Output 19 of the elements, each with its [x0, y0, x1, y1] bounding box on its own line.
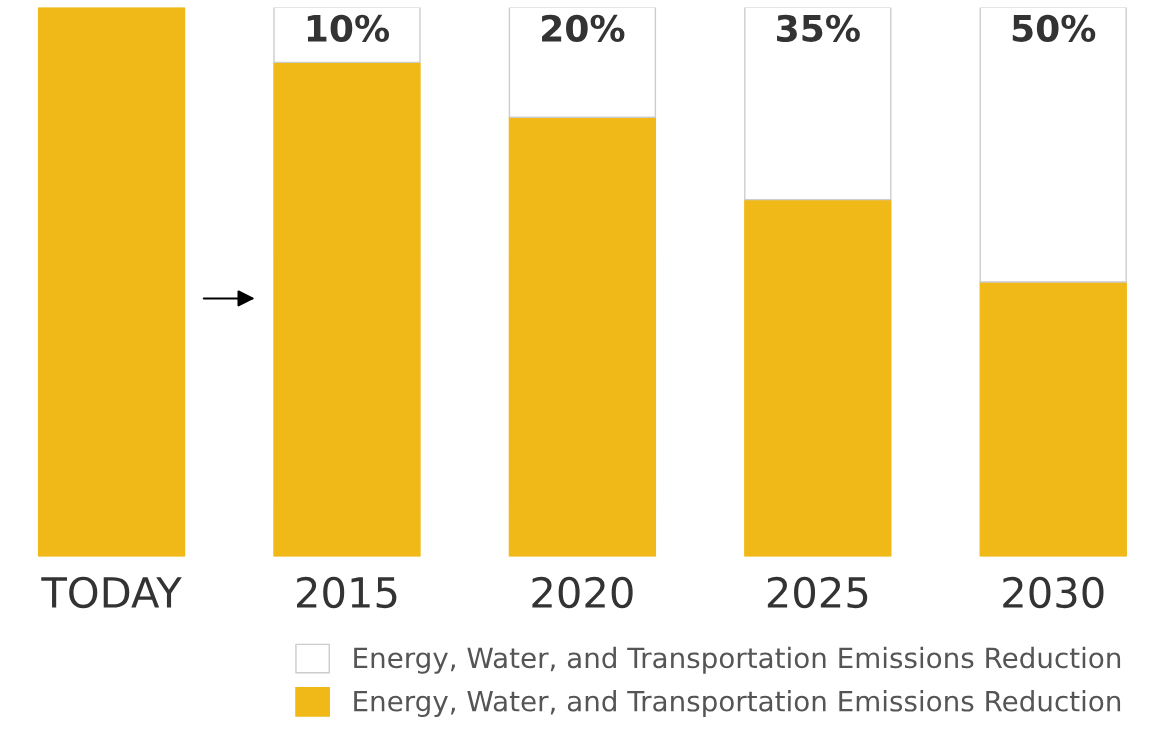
x-tick-label: 2015	[297, 576, 397, 609]
bar	[508, 116, 657, 557]
data-label: 20%	[542, 14, 625, 42]
x-tick-label: 2020	[532, 576, 633, 609]
x-tick-label: 2025	[767, 576, 868, 609]
bar	[508, 7, 657, 118]
bar	[979, 281, 1127, 557]
bar	[273, 61, 421, 557]
x-tick-label: TODAY	[41, 576, 182, 609]
bar	[744, 7, 892, 201]
data-label: 50%	[1012, 14, 1096, 42]
legend-label: Energy, Water, and Transportation Emissions Reduction	[354, 646, 1121, 674]
bar	[744, 198, 892, 557]
data-label: 35%	[777, 14, 860, 42]
bar	[979, 7, 1127, 283]
legend-label: Energy, Water, and Transportation Emissions Reduction	[354, 690, 1121, 717]
data-label: 10%	[307, 14, 390, 42]
bar	[37, 7, 186, 557]
x-tick-label: 2030	[1003, 576, 1104, 609]
